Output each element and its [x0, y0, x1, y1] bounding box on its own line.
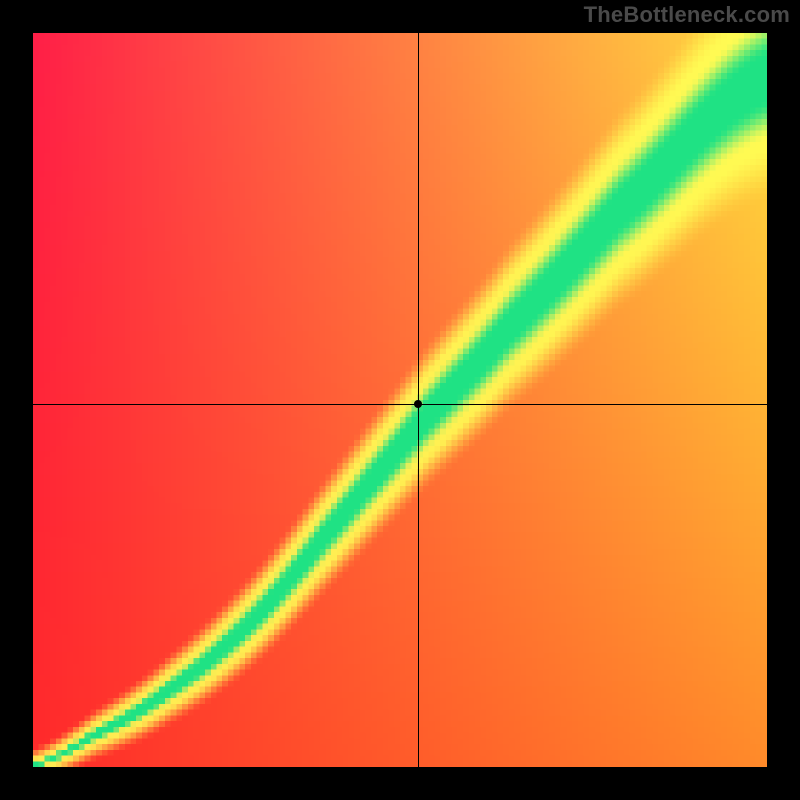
crosshair-marker [414, 400, 422, 408]
watermark-text: TheBottleneck.com [584, 2, 790, 28]
chart-container: TheBottleneck.com [0, 0, 800, 800]
crosshair-horizontal [33, 404, 767, 405]
plot-area [33, 33, 767, 767]
heatmap-canvas [33, 33, 767, 767]
